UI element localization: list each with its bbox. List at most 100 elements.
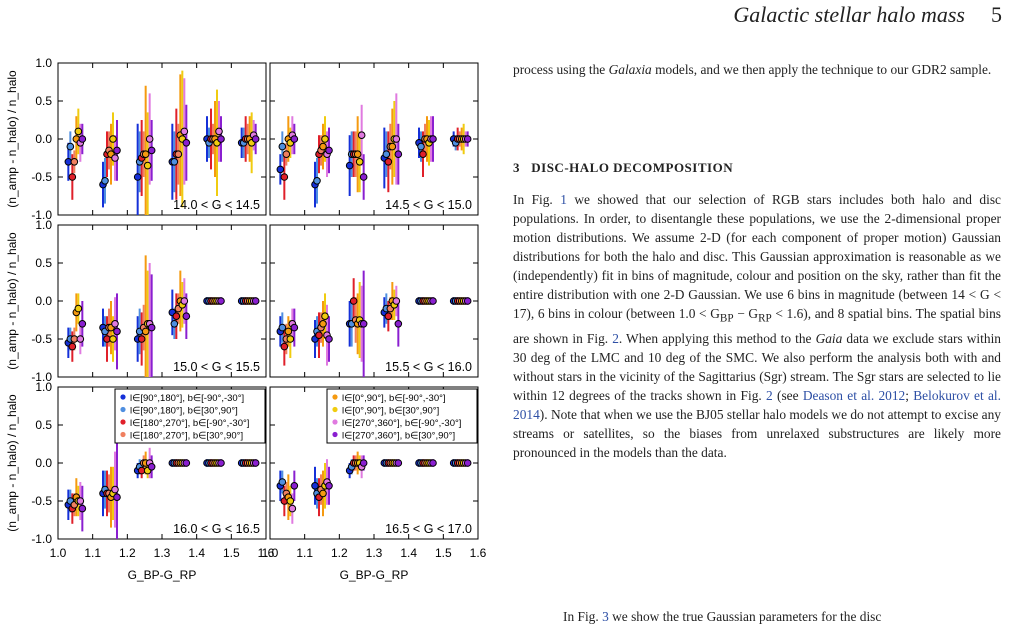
data-point: [145, 135, 154, 143]
data-point: [111, 154, 119, 162]
data-point: [111, 485, 119, 494]
x-tick-label: 1.5: [435, 546, 452, 560]
data-point: [355, 158, 364, 166]
legend-left-marker: [120, 431, 126, 438]
data-point: [251, 135, 260, 143]
y-tick-label: -0.5: [31, 332, 52, 346]
panel-label: 15.5 < G < 16.0: [385, 360, 472, 374]
data-point: [429, 297, 437, 305]
data-point: [278, 142, 287, 151]
data-point: [280, 342, 289, 351]
x-tick-label: 1.0: [262, 546, 279, 560]
fig-link[interactable]: 2: [612, 330, 619, 346]
panel-label: 16.5 < G < 17.0: [385, 522, 472, 536]
data-point: [353, 150, 362, 158]
data-point: [319, 489, 327, 498]
section-title: DISC-HALO DECOMPOSITION: [531, 160, 734, 175]
citation-link[interactable]: Deason et al. 2012: [802, 387, 906, 403]
figure: 14.0 < G < 14.5 14.5 < G < 15.0 15.0 < G <…: [5, 56, 487, 582]
data-point: [180, 297, 189, 305]
data-point: [141, 150, 150, 158]
legend-left-label: l∈[180°,270°], b∈[30°,90°]: [130, 431, 243, 442]
data-point: [278, 478, 287, 486]
x-tick-label: 1.4: [188, 546, 205, 560]
legend-left-marker: [120, 406, 126, 413]
data-point: [113, 146, 121, 155]
data-point: [311, 482, 319, 490]
y-tick-label: 1.0: [35, 218, 52, 232]
running-title: Galactic stellar halo mass: [733, 2, 965, 27]
data-point: [384, 158, 393, 166]
p2-s1: In Fig.: [513, 192, 561, 207]
p2-s9: data we exclude stars within 30 deg of t…: [513, 330, 1001, 403]
x-tick-label: 1.6: [258, 546, 275, 560]
data-point: [290, 135, 299, 143]
data-point: [217, 297, 225, 305]
data-point: [282, 150, 291, 158]
data-point: [463, 459, 472, 467]
data-point: [182, 312, 191, 321]
data-point: [417, 142, 425, 151]
fig-link[interactable]: 2: [766, 387, 773, 403]
data-point: [74, 304, 83, 313]
data-point: [172, 312, 181, 321]
data-point: [388, 142, 397, 151]
x-tick-label: 1.5: [223, 546, 240, 560]
data-point: [290, 323, 299, 332]
data-point: [147, 323, 156, 332]
data-point: [384, 312, 393, 321]
data-point: [286, 497, 295, 505]
paragraph-intro: process using the Galaxia models, and we…: [513, 60, 1001, 79]
data-point: [315, 331, 323, 340]
p2-sub-bp: BP: [719, 312, 734, 325]
y-tick-label: -0.5: [31, 494, 52, 508]
panel-label: 14.5 < G < 15.0: [385, 198, 472, 212]
data-point: [359, 173, 368, 181]
data-point: [182, 459, 191, 467]
x-tick-label: 1.2: [119, 546, 136, 560]
data-point: [394, 320, 403, 328]
data-point: [284, 327, 293, 336]
data-point: [392, 297, 401, 305]
p2-s2: we showed that our selection of RGB star…: [513, 192, 1001, 321]
fig-link[interactable]: 1: [560, 192, 567, 207]
data-point: [147, 463, 156, 471]
data-point: [313, 177, 321, 185]
data-point: [319, 320, 327, 328]
fig-link[interactable]: 3: [602, 609, 609, 624]
legend-right-box: [326, 388, 478, 444]
y-axis-label: (n_amp - n_halo) / n_halo: [5, 70, 19, 208]
panel-label: 15.0 < G < 15.5: [173, 360, 260, 374]
p2-gaia: Gaia: [815, 330, 843, 346]
panel-frame: [269, 62, 479, 216]
data-point: [111, 320, 119, 328]
p3-a: In Fig.: [563, 609, 603, 624]
legend-left-marker: [120, 394, 126, 400]
x-tick-label: 1.0: [50, 546, 67, 560]
para1-galaxia: Galaxia: [608, 62, 652, 77]
y-axis-label: (n_amp - n_halo) / n_halo: [5, 232, 19, 370]
data-point: [133, 173, 142, 181]
legend-left-marker: [120, 419, 126, 425]
data-point: [113, 327, 121, 336]
data-point: [182, 139, 191, 147]
y-axis-label: (n_amp - n_halo) / n_halo: [5, 394, 19, 532]
data-point: [68, 173, 77, 181]
panel-frame: [57, 62, 267, 216]
data-point: [251, 459, 260, 467]
data-point: [394, 459, 403, 467]
legend-right-label: l∈[270°,360°], b∈[30°,90°]: [342, 431, 455, 442]
data-point: [359, 320, 368, 328]
citation-link[interactable]: Belokurov et al. 2014: [513, 387, 1001, 422]
data-point: [143, 161, 152, 170]
p2-s7: . When applying this method to the: [618, 330, 816, 346]
data-point: [321, 135, 329, 143]
data-point: [109, 335, 117, 343]
section-heading: 3 DISC-HALO DECOMPOSITION: [513, 160, 733, 176]
data-point: [76, 497, 85, 505]
data-point: [345, 161, 354, 170]
data-point: [463, 297, 472, 305]
y-tick-label: 0.5: [35, 94, 52, 108]
p2-s10: (see: [772, 387, 803, 403]
data-point: [321, 312, 329, 321]
